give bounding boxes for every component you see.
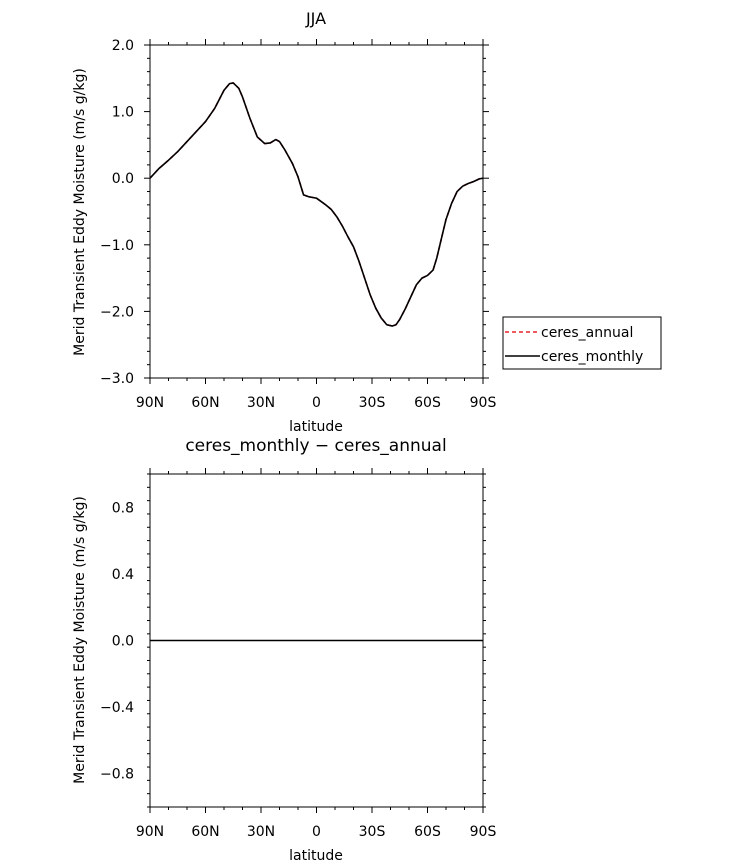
x-tick-label: 0 — [312, 395, 321, 411]
y-tick-label: 1.0 — [112, 105, 134, 121]
y-axis-label: Merid Transient Eddy Moisture (m/s g/kg) — [72, 68, 88, 356]
x-tick-label: 90N — [136, 395, 164, 411]
chart-title: JJA — [305, 9, 326, 28]
y-tick-label: −0.8 — [100, 767, 134, 783]
legend-box — [502, 316, 662, 370]
y-axis-label: Merid Transient Eddy Moisture (m/s g/kg) — [72, 496, 88, 784]
y-tick-label: 0.0 — [112, 634, 134, 650]
x-axis-label: latitude — [289, 848, 343, 864]
plot-frame — [149, 44, 484, 379]
y-tick-label: 0.0 — [112, 171, 134, 187]
panel-bottom: ceres_monthly − ceres_annual Merid Trans… — [72, 436, 496, 864]
x-tick-label: 30N — [247, 395, 275, 411]
x-tick-label: 60N — [191, 395, 219, 411]
x-tick-label: 60N — [191, 824, 219, 840]
x-tick-label: 30N — [247, 824, 275, 840]
x-axis-label: latitude — [289, 419, 343, 435]
y-tick-label: −0.4 — [100, 700, 134, 716]
x-tick-label: 90S — [470, 824, 497, 840]
y-tick-label: 0.8 — [112, 500, 134, 516]
legend-label-ceres-annual: ceres_annual — [541, 325, 633, 341]
x-tick-label: 30S — [359, 824, 386, 840]
series-line-ceres-monthly — [149, 82, 484, 327]
legend-label-ceres-monthly: ceres_monthly — [541, 349, 643, 365]
x-tick-label: 60S — [414, 824, 441, 840]
panel-top: JJA Merid Transient Eddy Moisture (m/s g… — [72, 9, 496, 435]
x-tick-label: 90N — [136, 824, 164, 840]
y-tick-label: −1.0 — [100, 238, 134, 254]
y-tick-label: 0.4 — [112, 567, 134, 583]
x-tick-label: 30S — [359, 395, 386, 411]
x-tick-label: 90S — [470, 395, 497, 411]
chart-title: ceres_monthly − ceres_annual — [185, 436, 446, 456]
y-tick-label: 2.0 — [112, 38, 134, 54]
series-line-ceres-annual — [149, 82, 484, 327]
x-tick-label: 60S — [414, 395, 441, 411]
y-tick-label: −3.0 — [100, 371, 134, 387]
y-tick-label: −2.0 — [100, 304, 134, 320]
x-tick-label: 0 — [312, 824, 321, 840]
legend: ceres_annual ceres_monthly — [502, 316, 662, 370]
